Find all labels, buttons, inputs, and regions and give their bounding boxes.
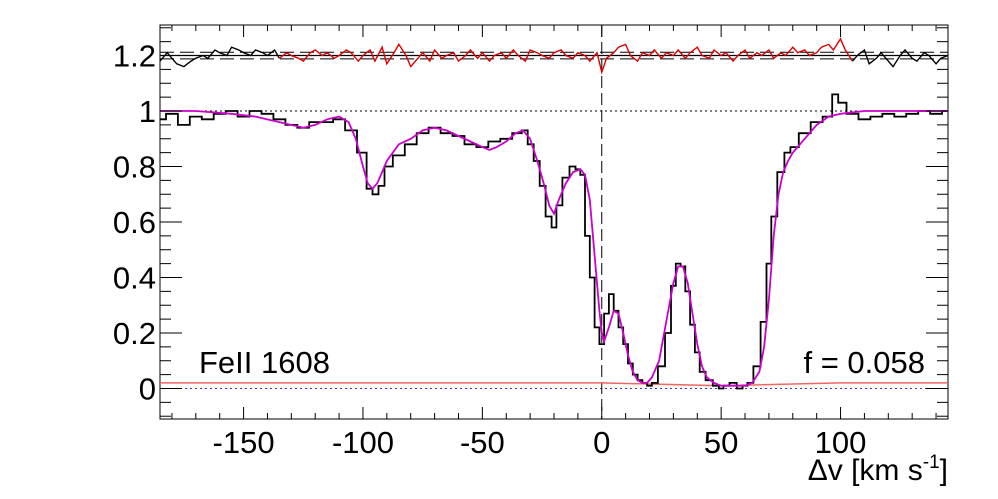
error-curve [160,382,948,387]
y-tick-label: 0 [139,371,156,406]
x-axis-title: Δv [km s-1] [808,452,948,487]
y-tick-label: 1 [139,94,156,129]
y-tick-label: 0.2 [113,316,156,351]
x-axis-title-sup: -1 [923,452,940,473]
line-id-label: FeII 1608 [199,345,330,380]
x-tick-label: -100 [332,425,394,460]
fit-curve [160,110,948,387]
x-axis-title-close: ] [940,454,948,487]
residual-outside-region [159,46,281,68]
model-fit [160,110,948,387]
error-line [160,382,948,387]
y-tick-label: 1.2 [113,39,156,74]
residual-outside-region [851,48,949,68]
x-tick-label: 0 [593,425,610,460]
flux-data [160,93,948,390]
y-tick-label: 0.6 [113,205,156,240]
residual-curve [159,37,949,75]
flux-histogram [160,93,948,390]
x-axis-title-main: Δv [km s [808,454,923,487]
y-tick-label: 0.8 [113,150,156,185]
x-tick-label: -150 [213,425,275,460]
axis-ticks [160,25,948,419]
axis-tick-labels: -150 -100 -50 0 50 100 0 0.2 0.4 0.6 0.8 1 1.2 [113,39,867,460]
residual-fit-region [278,37,854,75]
x-tick-label: -50 [460,425,505,460]
x-tick-label: 50 [704,425,738,460]
x-tick-label: 100 [815,425,867,460]
fraction-label: f = 0.058 [803,345,925,380]
y-tick-label: 0.4 [113,260,156,295]
